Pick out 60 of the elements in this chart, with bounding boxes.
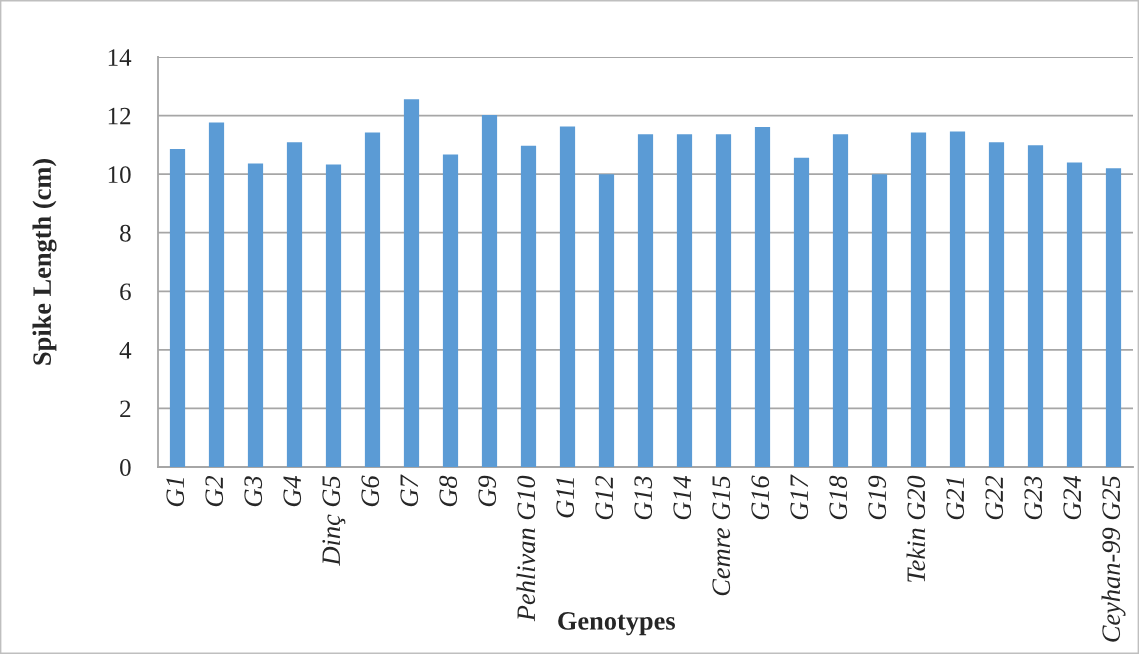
x-tick-label: Ceyhan-99 G25	[1101, 476, 1126, 642]
x-tick-label: G21	[946, 478, 965, 520]
x-tick-label: G6	[361, 475, 380, 507]
x-tick-label: G7	[400, 474, 419, 507]
x-tick-label: Cemre G15	[712, 476, 731, 596]
x-tick-label: G8	[439, 475, 458, 507]
bar	[208, 122, 225, 467]
bar	[988, 142, 1005, 467]
bar	[559, 126, 576, 467]
bar	[832, 134, 849, 467]
y-tick-label: 8	[120, 224, 131, 242]
bar	[793, 157, 810, 467]
bar	[910, 132, 927, 467]
bar	[754, 126, 771, 467]
y-tick-label: 4	[119, 342, 132, 359]
x-axis-title: Genotypes	[558, 612, 675, 636]
bar	[442, 154, 459, 467]
y-axis-title: Spike Length (cm)	[32, 159, 57, 365]
x-tick-label: G24	[1063, 475, 1082, 520]
x-tick-label: G13	[634, 476, 653, 520]
bar	[247, 163, 264, 467]
bar	[1066, 162, 1083, 467]
y-tick-label: 14	[108, 49, 132, 66]
bar	[403, 99, 420, 467]
x-tick-label: G3	[244, 476, 263, 507]
x-tick-label: Dinç G5	[322, 476, 346, 566]
bar	[364, 132, 381, 467]
x-tick-label: G23	[1024, 476, 1043, 520]
y-tick-label: 6	[120, 283, 131, 301]
bar	[949, 131, 966, 467]
bar	[676, 134, 693, 467]
x-tick-label: G14	[673, 475, 692, 520]
x-tick-label: G12	[595, 475, 614, 520]
bar	[325, 164, 342, 467]
x-tick-label: G18	[829, 475, 848, 520]
bar	[169, 148, 186, 467]
bar	[715, 134, 732, 467]
x-tick-label: G17	[790, 474, 809, 520]
x-tick-label: G11	[556, 478, 575, 518]
bar	[481, 114, 498, 467]
bar	[286, 142, 303, 467]
x-tick-label: G4	[283, 475, 302, 507]
y-tick-label: 12	[108, 107, 131, 125]
x-tick-label: G22	[985, 475, 1004, 520]
x-tick-label: Pehlivan G10	[516, 475, 536, 622]
y-tick-label: 10	[108, 166, 131, 184]
bar	[1027, 145, 1044, 467]
x-tick-label: G16	[751, 475, 770, 520]
bar	[871, 174, 888, 467]
y-tick-label: 0	[120, 459, 131, 476]
x-tick-label: G2	[205, 475, 224, 507]
bar	[520, 145, 537, 467]
x-tick-label: G1	[166, 478, 185, 507]
x-tick-label: G9	[478, 475, 497, 507]
y-tick-label: 2	[120, 400, 131, 418]
x-tick-label: G19	[868, 475, 887, 520]
bar	[1105, 168, 1122, 467]
x-tick-label: Tekin G20	[906, 475, 926, 582]
bar	[637, 134, 654, 467]
bar	[598, 174, 615, 467]
